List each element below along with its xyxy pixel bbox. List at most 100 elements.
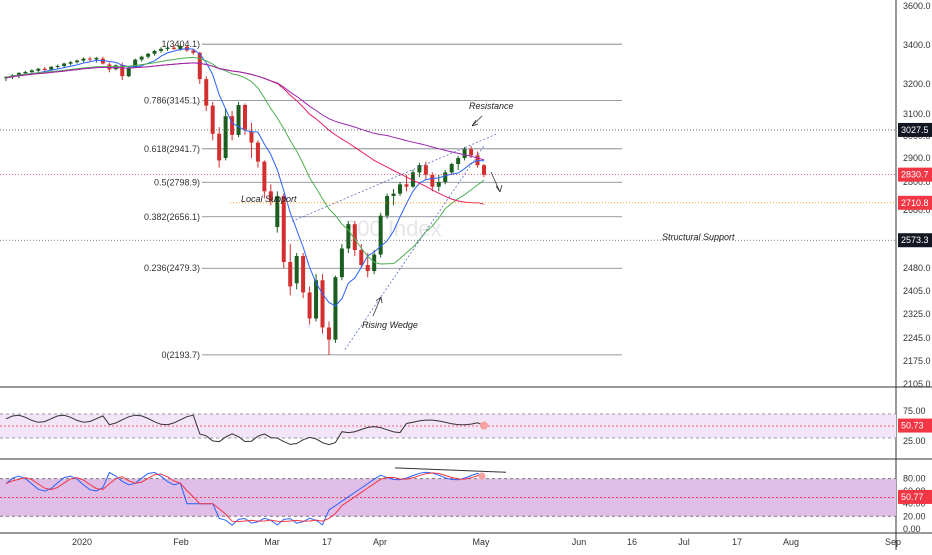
- moving-average-line: [5, 48, 485, 307]
- fib-label: 0.786(3145.1): [144, 95, 200, 105]
- annotation-label: Structural Support: [662, 232, 735, 242]
- stoch-divergence-line: [394, 467, 507, 473]
- candle-body: [281, 196, 286, 262]
- price-marker-label: 2830.7: [901, 170, 929, 180]
- rsi-line: [5, 414, 485, 446]
- moving-average-line: [5, 62, 485, 161]
- candle-body: [139, 56, 144, 60]
- fib-label: 0.618(2941.7): [144, 144, 200, 154]
- rsi-value-tag: [898, 418, 932, 433]
- time-tick-label: 17: [322, 537, 332, 547]
- price-tick-label: 2245.0: [903, 333, 931, 343]
- stoch-value-tag: [898, 489, 932, 504]
- time-tick-label: Apr: [373, 537, 387, 547]
- candle-body: [301, 256, 306, 293]
- candle-body: [171, 47, 176, 49]
- time-tick-label: 17: [732, 537, 742, 547]
- resistance-arrow: [471, 115, 483, 127]
- candle-body: [152, 50, 157, 54]
- candle-body: [436, 182, 441, 187]
- candle-body: [68, 62, 73, 64]
- price-marker-label: 3027.5: [901, 125, 929, 135]
- candle-body: [16, 72, 21, 76]
- candle-body: [326, 327, 331, 340]
- price-tick-label: 2175.0: [903, 356, 931, 366]
- candle-body: [165, 47, 170, 49]
- candle-body: [417, 165, 422, 173]
- price-marker-label: 2573.3: [901, 235, 929, 245]
- candle-body: [223, 116, 228, 158]
- candle-body: [320, 280, 325, 328]
- candle-body: [365, 265, 370, 272]
- candle-body: [29, 70, 34, 73]
- candle-body: [236, 105, 241, 135]
- candle-body: [404, 184, 409, 187]
- candle-body: [62, 63, 67, 67]
- candle-body: [391, 193, 396, 196]
- candle-body: [410, 172, 415, 187]
- wedge-arrow: [372, 296, 383, 317]
- candle-body: [159, 48, 164, 51]
- candle-body: [126, 67, 131, 77]
- candle-body: [55, 66, 60, 68]
- price-tick-label: 2105.0: [903, 379, 931, 389]
- down-arrow: [490, 171, 503, 193]
- candle-body: [133, 59, 138, 67]
- price-tick-label: 2680.0: [903, 205, 931, 215]
- candle-body: [339, 248, 344, 278]
- candle-body: [42, 68, 47, 70]
- candle-body: [482, 165, 486, 175]
- fib-label: 0(2193.7): [161, 350, 200, 360]
- time-tick-label: Sep: [885, 537, 901, 547]
- candle-body: [359, 250, 364, 265]
- price-marker-tag: [898, 233, 932, 248]
- candle-body: [443, 172, 448, 182]
- candle-body: [210, 105, 215, 134]
- candle-body: [23, 71, 28, 74]
- fib-label: 0.382(2656.1): [144, 212, 200, 222]
- candle-body: [191, 50, 196, 53]
- price-marker-label: 2710.8: [901, 198, 929, 208]
- time-tick-label: Feb: [173, 537, 189, 547]
- rsi-tick-label: 75.00: [903, 406, 926, 416]
- price-marker-tag: [898, 167, 932, 182]
- candle-body: [243, 105, 247, 130]
- time-tick-label: 16: [627, 537, 637, 547]
- candle-body: [288, 262, 293, 287]
- candle-body: [398, 184, 403, 194]
- price-tick-label: 3100.0: [903, 109, 931, 119]
- price-marker-tag: [898, 122, 932, 137]
- time-tick-label: Jul: [678, 537, 690, 547]
- fib-label: 1(3404.1): [161, 39, 200, 49]
- candle-body: [462, 149, 467, 158]
- rsi-tick-label: 25.00: [903, 436, 926, 446]
- candle-body: [346, 224, 351, 249]
- candle-body: [197, 52, 202, 80]
- candle-body: [249, 131, 254, 143]
- candle-body: [81, 58, 86, 61]
- wedge-lower-line: [344, 145, 485, 350]
- candle-body: [352, 224, 357, 250]
- candle-body: [94, 57, 99, 60]
- time-tick-label: 2020: [72, 537, 92, 547]
- candle-body: [469, 149, 474, 156]
- candle-body: [178, 45, 183, 50]
- watermark: 500 Index: [345, 216, 442, 241]
- candle-body: [230, 116, 235, 135]
- time-tick-label: Mar: [264, 537, 280, 547]
- annotation-label: Resistance: [469, 101, 514, 111]
- time-tick-label: Aug: [783, 537, 799, 547]
- candle-body: [255, 142, 260, 162]
- candle-body: [449, 164, 454, 173]
- fib-label: 0.5(2798.9): [154, 177, 200, 187]
- stoch-tick-label: 0.00: [903, 524, 921, 534]
- candle-body: [378, 215, 383, 255]
- candle-body: [100, 58, 105, 64]
- price-tick-label: 2480.0: [903, 263, 931, 273]
- candle-body: [262, 161, 267, 192]
- stoch-tick-label: 20.00: [903, 511, 926, 521]
- annotation-label: Local Support: [241, 194, 297, 204]
